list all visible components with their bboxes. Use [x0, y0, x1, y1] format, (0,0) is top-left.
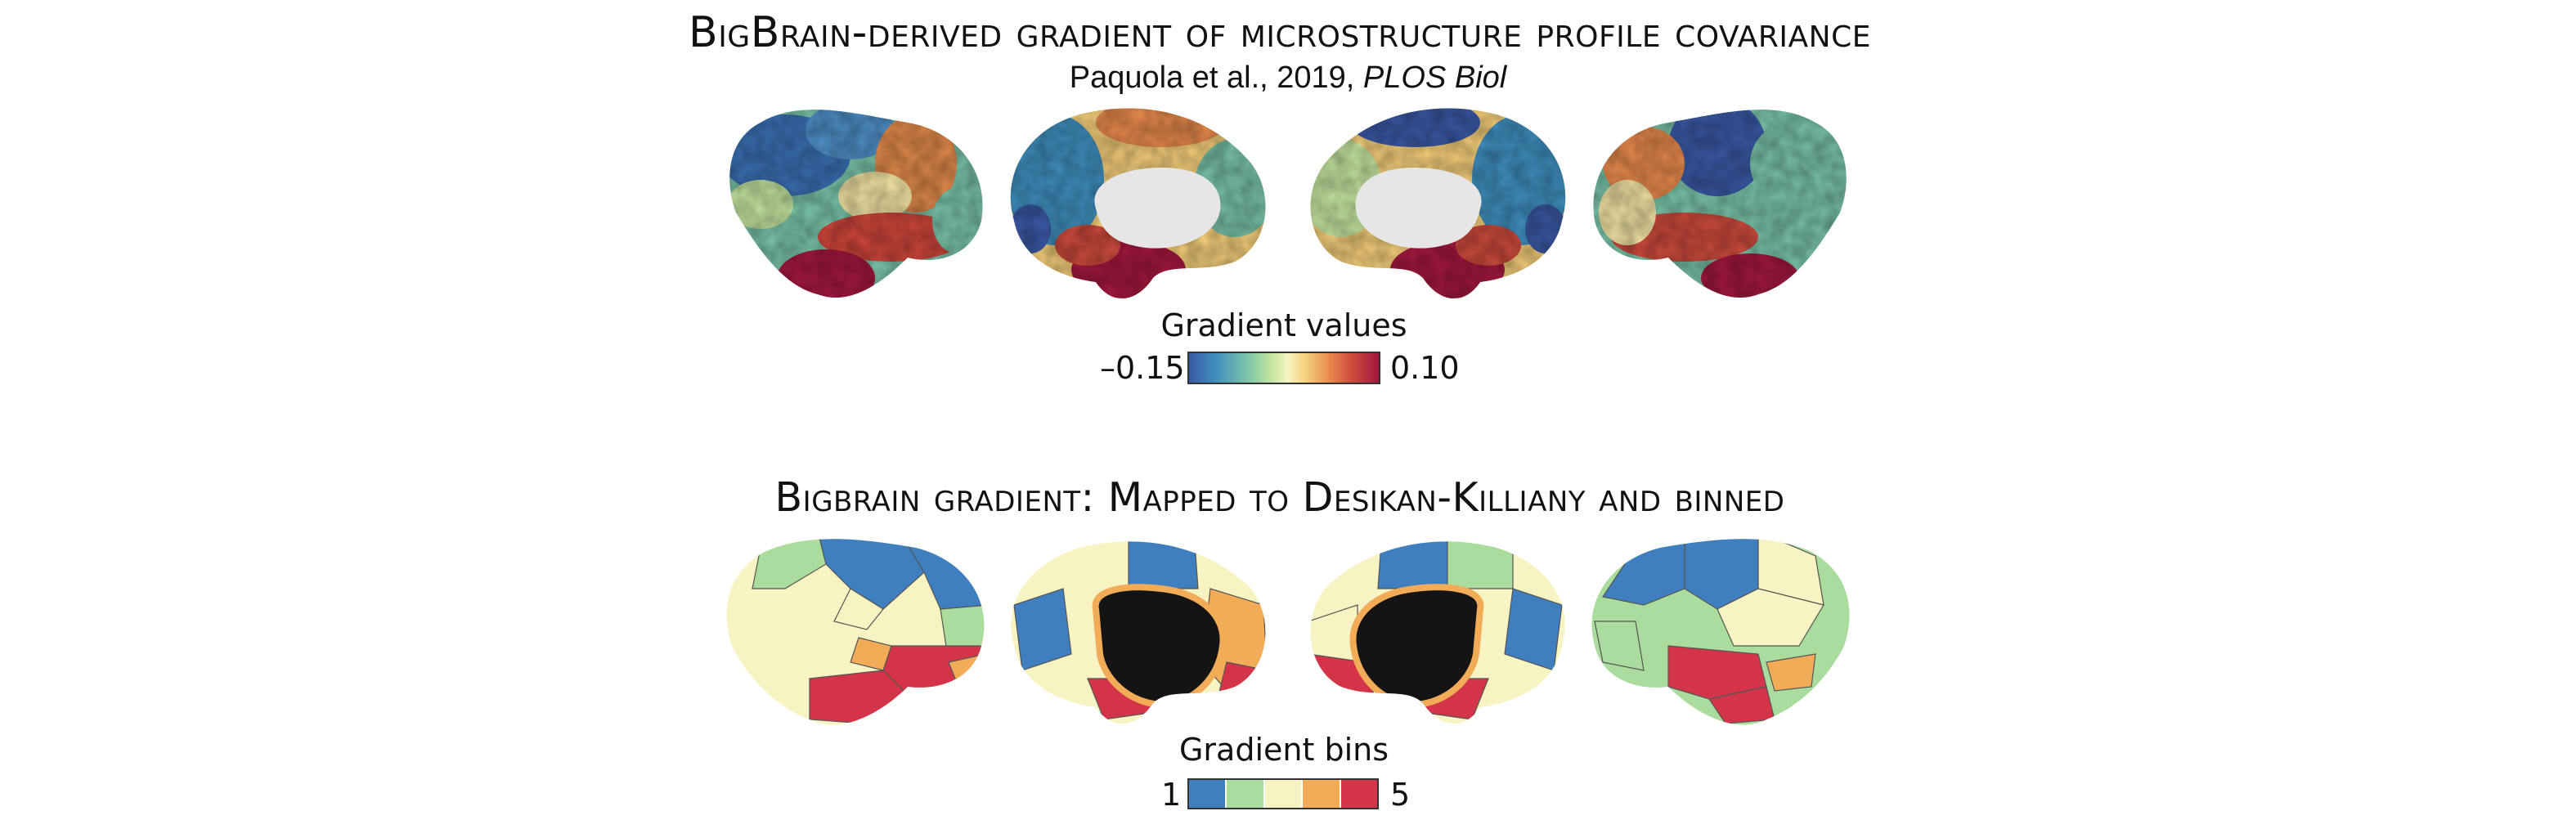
gradient-colorbar	[1187, 352, 1380, 384]
citation-journal: PLOS Biol	[1362, 60, 1507, 95]
bin-swatch-3	[1264, 780, 1304, 808]
top-legend-title: Gradient values	[1160, 307, 1407, 343]
bottom-legend-title: Gradient bins	[1178, 732, 1389, 768]
brain-bottom-left-medial	[1011, 541, 1266, 724]
medial-wall	[1355, 168, 1482, 249]
citation-authors: Paquola et al., 2019,	[1069, 60, 1363, 95]
brain-bottom-left-lateral	[726, 539, 985, 725]
bin-swatch-2	[1227, 780, 1265, 808]
brain-bottom-right-medial	[1310, 541, 1565, 724]
bottom-panel-title: Bigbrain gradient: Mapped to Desikan-Kil…	[774, 474, 1785, 521]
citation: Paquola et al., 2019, PLOS Biol	[0, 60, 2576, 96]
medial-wall	[1092, 584, 1227, 709]
bottom-legend-min-label: 1	[1161, 777, 1182, 813]
bottom-legend-max-label: 5	[1390, 777, 1411, 813]
top-legend-min-label: –0.15	[1100, 350, 1185, 386]
top-panel-brains	[729, 108, 1847, 299]
bin-swatch-5	[1340, 780, 1378, 808]
top-legend-max-label: 0.10	[1390, 350, 1460, 386]
medial-wall	[1349, 584, 1484, 709]
bin-swatch-4	[1303, 780, 1341, 808]
top-panel-title: BigBrain-derived gradient of microstruct…	[689, 8, 1871, 57]
brain-bottom-right-lateral	[1591, 539, 1850, 725]
bin-swatch-1	[1189, 780, 1227, 808]
medial-wall	[1094, 168, 1221, 249]
gradient-bins-colorbar	[1187, 778, 1379, 809]
brain-top-right-lateral	[1593, 110, 1847, 298]
